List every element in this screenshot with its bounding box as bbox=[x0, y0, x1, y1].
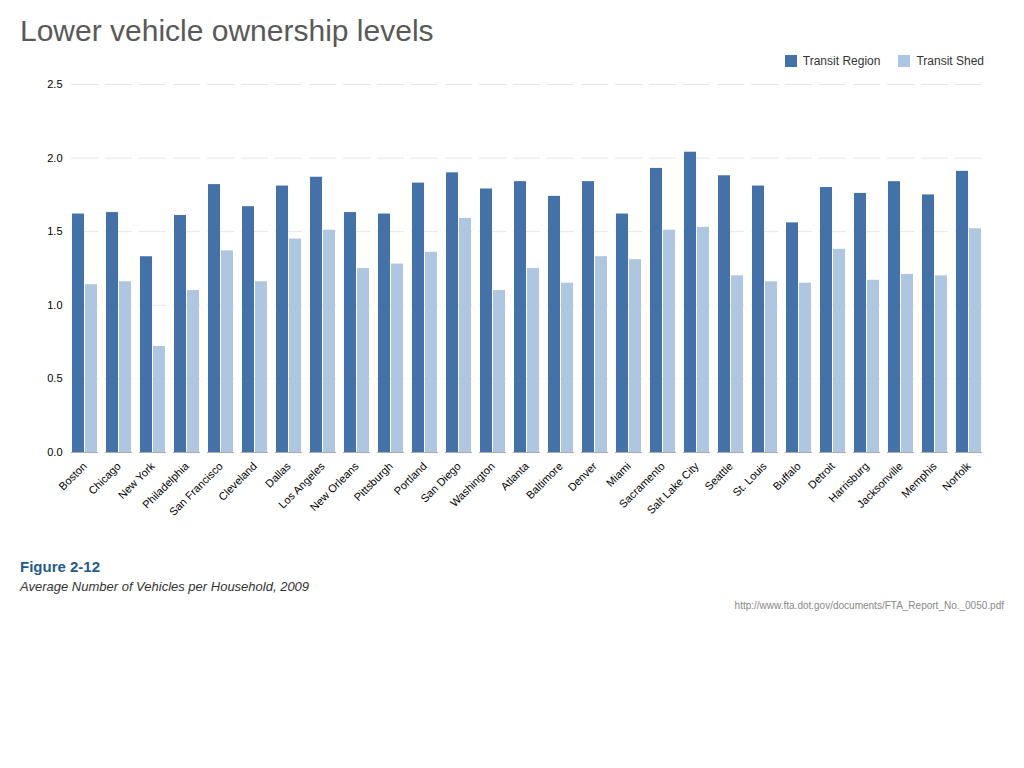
svg-text:Norfolk: Norfolk bbox=[940, 459, 973, 492]
svg-text:Buffalo: Buffalo bbox=[770, 460, 803, 493]
svg-text:San Francisco: San Francisco bbox=[167, 460, 225, 518]
svg-text:Los Angeles: Los Angeles bbox=[276, 459, 327, 511]
svg-text:Pittsburgh: Pittsburgh bbox=[351, 460, 395, 504]
html-text:Figure 2-12: Figure 2-12 bbox=[20, 558, 100, 575]
svg-text:Detroit: Detroit bbox=[806, 460, 837, 491]
html-text:Transit Shed: Transit Shed bbox=[916, 54, 984, 68]
svg-text:Portland: Portland bbox=[391, 459, 429, 498]
svg-text:2.5: 2.5 bbox=[47, 78, 62, 90]
svg-text:0.5: 0.5 bbox=[47, 372, 62, 384]
svg-text:New Orleans: New Orleans bbox=[307, 459, 361, 513]
svg-text:Miami: Miami bbox=[604, 460, 633, 489]
svg-text:1.0: 1.0 bbox=[47, 299, 62, 311]
html-text:Transit Region: Transit Region bbox=[802, 54, 881, 68]
svg-text:Baltimore: Baltimore bbox=[524, 460, 565, 501]
html-text:http://www.fta.dot.gov/documen: http://www.fta.dot.gov/documents/FTA_Rep… bbox=[734, 600, 1004, 611]
svg-text:Jacksonville: Jacksonville bbox=[854, 460, 904, 510]
svg-text:Harrisburg: Harrisburg bbox=[826, 459, 871, 505]
svg-text:Cleveland: Cleveland bbox=[216, 460, 259, 503]
svg-text:Salt Lake City: Salt Lake City bbox=[644, 459, 701, 516]
svg-text:St. Louis: St. Louis bbox=[730, 459, 769, 498]
svg-text:2.0: 2.0 bbox=[47, 152, 62, 164]
svg-text:Sacramento: Sacramento bbox=[616, 459, 667, 511]
html-text:Average Number of Vehicles per: Average Number of Vehicles per Household… bbox=[20, 579, 310, 594]
html-text:Lower vehicle ownership levels: Lower vehicle ownership levels bbox=[20, 14, 434, 47]
svg-text:Seattle: Seattle bbox=[702, 460, 735, 493]
svg-text:Washington: Washington bbox=[448, 460, 497, 509]
svg-text:Philadelphia: Philadelphia bbox=[140, 459, 191, 511]
svg-text:1.5: 1.5 bbox=[47, 225, 62, 237]
svg-text:Chicago: Chicago bbox=[85, 459, 123, 497]
svg-text:Atlanta: Atlanta bbox=[498, 459, 531, 492]
svg-text:Dallas: Dallas bbox=[263, 459, 293, 489]
svg-text:Boston: Boston bbox=[56, 460, 89, 493]
svg-text:Memphis: Memphis bbox=[899, 459, 939, 499]
svg-text:New York: New York bbox=[115, 459, 157, 502]
svg-text:San Diego: San Diego bbox=[418, 459, 463, 505]
svg-text:Denver: Denver bbox=[565, 460, 599, 494]
svg-text:0.0: 0.0 bbox=[47, 446, 62, 458]
